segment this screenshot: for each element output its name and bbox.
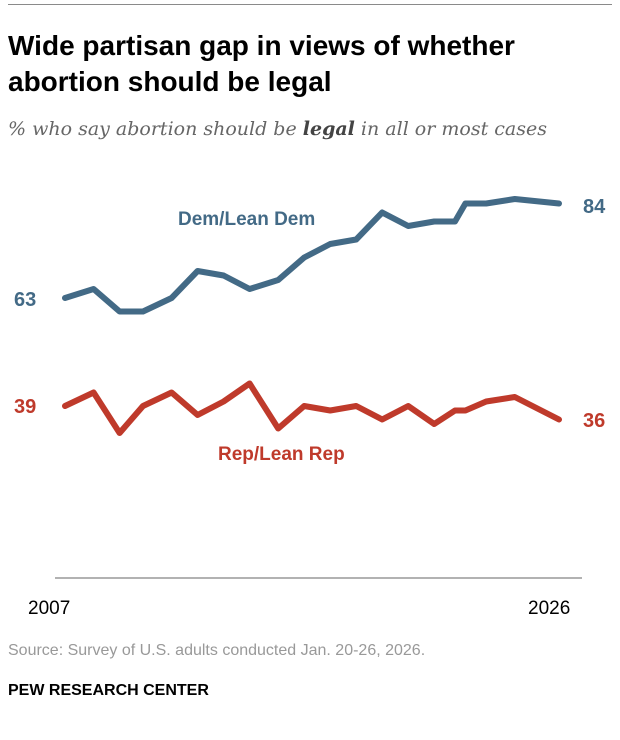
rep-end-label: 36: [583, 410, 605, 432]
x-tick-label: 2026: [528, 598, 570, 619]
dem-end-label: 84: [583, 196, 606, 218]
chart-subtitle: % who say abortion should be legal in al…: [8, 118, 547, 140]
rep-start-label: 39: [14, 396, 36, 418]
series-label-dem: Dem/Lean Dem: [178, 209, 315, 230]
top-rule: [8, 4, 612, 5]
x-tick-label: 2007: [28, 598, 70, 619]
subtitle-text-end: in all or most cases: [354, 118, 547, 140]
subtitle-text: % who say abortion should be: [8, 118, 303, 140]
chart-title: Wide partisan gap in views of whether ab…: [8, 30, 515, 97]
series-line-rep: [62, 380, 562, 436]
subtitle-emphasis: legal: [302, 118, 355, 140]
series-label-rep: Rep/Lean Rep: [218, 444, 345, 465]
source-note: Source: Survey of U.S. adults conducted …: [8, 642, 426, 659]
series-line-dem: [62, 196, 562, 315]
dem-start-label: 63: [14, 289, 36, 311]
brand-logo-text: PEW RESEARCH CENTER: [8, 682, 209, 699]
